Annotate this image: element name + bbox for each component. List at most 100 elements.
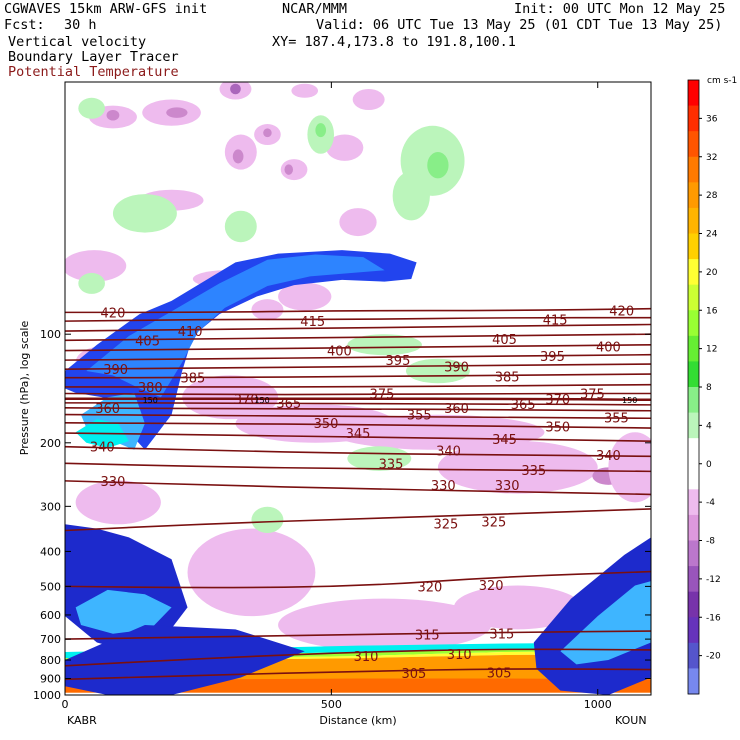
isentrope-line (65, 333, 651, 342)
isentrope-line (65, 392, 651, 396)
isentrope-label: 390 (444, 361, 469, 376)
y-tick-label: 800 (40, 654, 61, 667)
colorbar-label: -4 (706, 498, 715, 508)
y-tick-label: 500 (40, 580, 61, 593)
xy-coordinates: XY= 187.4,173.8 to 191.8,100.1 (272, 34, 516, 50)
downward-motion-area (291, 83, 319, 98)
pressure-mark-label: 150 (143, 396, 158, 405)
isentrope-line (65, 630, 651, 640)
downward-motion-area (263, 128, 272, 138)
isentrope-label: 375 (580, 387, 605, 402)
isentrope-label: 400 (327, 345, 352, 360)
y-axis-label: Pressure (hPa), log scale (18, 321, 31, 456)
isentrope-line (65, 373, 651, 379)
downward-motion-area (230, 83, 241, 95)
isentrope-label: 340 (90, 441, 115, 456)
isentrope-label: 320 (479, 579, 504, 594)
isentrope-label: 340 (436, 444, 461, 459)
colorbar-swatch (688, 335, 699, 362)
isentrope-line (65, 480, 651, 496)
colorbar-label: 24 (706, 230, 718, 240)
valid-time: Valid: 06 UTC Tue 13 May 25 (01 CDT Tue … (316, 17, 723, 33)
colorbar-swatch (688, 412, 699, 439)
isentrope-line (65, 407, 651, 412)
isentrope-line (65, 570, 651, 589)
tracer-region (75, 589, 172, 634)
isentrope-line (65, 668, 651, 681)
isentrope-line (65, 383, 651, 388)
fcst-value: 30 h (64, 17, 97, 33)
y-tick-label: 700 (40, 633, 61, 646)
isentrope-label: 355 (604, 411, 629, 426)
tracer-region (80, 392, 145, 450)
colorbar: 36 32 28 24 20 16 12 8 4 0 -4 -8 -12 -16 -20 (687, 79, 721, 695)
isentrope-line (65, 508, 651, 532)
downward-motion-area (251, 299, 284, 321)
colorbar-label: -12 (706, 575, 721, 585)
colorbar-label: -8 (706, 537, 715, 547)
isentrope-label: 380 (138, 381, 163, 396)
org-label: NCAR/MMM (282, 1, 348, 17)
colorbar-swatch (688, 156, 699, 183)
isentrope-label: 305 (487, 666, 512, 681)
isentrope-label: 385 (495, 371, 520, 386)
colorbar-swatch (688, 668, 699, 695)
isentrope-label: 330 (495, 479, 520, 494)
colorbar-label: -20 (706, 652, 721, 662)
isentrope-label: 325 (481, 515, 506, 530)
downward-motion-area (453, 585, 582, 630)
upward-motion-area (251, 506, 284, 533)
colorbar-label: 36 (706, 114, 718, 124)
tracer-region (533, 537, 651, 695)
isentrope-label: 375 (370, 387, 395, 402)
plot-frame (64, 81, 652, 696)
upward-motion-area (78, 97, 105, 119)
colorbar-swatch (688, 131, 699, 158)
colorbar-label: 28 (706, 191, 718, 201)
upward-motion-area (315, 123, 327, 138)
downward-motion-area (339, 208, 377, 237)
colorbar-label: 32 (706, 153, 717, 163)
downward-motion-area (187, 528, 316, 617)
colorbar-swatch (688, 489, 699, 516)
y-tick-label: 100 (40, 328, 61, 341)
isentrope-label: 345 (492, 433, 517, 448)
y-tick-label: 1000 (33, 689, 61, 702)
isentrope-label: 365 (276, 397, 301, 412)
left-station-label: KABR (67, 714, 97, 727)
isentrope-line (65, 316, 651, 322)
isentrope-line (65, 421, 651, 429)
colorbar-label: 0 (706, 460, 712, 470)
isentrope-line (65, 462, 651, 473)
colorbar-swatch (688, 259, 699, 286)
isentrope-label: 410 (178, 325, 203, 340)
isentrope-label: 390 (103, 363, 128, 378)
isentrope-label: 350 (314, 417, 339, 432)
isentrope-label: 320 (418, 580, 443, 595)
downward-motion-area (278, 282, 332, 311)
upward-motion-area (405, 358, 470, 384)
isentrope-label: 415 (300, 315, 325, 330)
isentrope-label: 395 (540, 350, 565, 365)
isentrope-line (65, 445, 651, 458)
downward-motion-area (280, 159, 308, 181)
isentrope-label: 365 (511, 398, 536, 413)
colorbar-label: 20 (706, 268, 718, 278)
downward-motion-area (352, 89, 385, 111)
field-vertical-velocity: Vertical velocity (8, 34, 147, 50)
isentrope-label: 360 (444, 402, 469, 417)
colorbar-swatch (688, 233, 699, 260)
upward-motion-area (347, 446, 412, 471)
colorbar-label: 12 (706, 345, 717, 355)
x-tick-label: 500 (321, 698, 342, 711)
isentrope-label: 385 (180, 372, 205, 387)
colorbar-label: 8 (706, 383, 712, 393)
colorbar-swatch (688, 387, 699, 414)
y-tick-label: 600 (40, 609, 61, 622)
x-tick-label: 0 (62, 698, 69, 711)
field-potential-temperature: Potential Temperature (8, 64, 179, 80)
isentrope-line (65, 343, 651, 352)
field-bl-tracer: Boundary Layer Tracer (8, 49, 179, 65)
isentrope-line (65, 363, 651, 370)
